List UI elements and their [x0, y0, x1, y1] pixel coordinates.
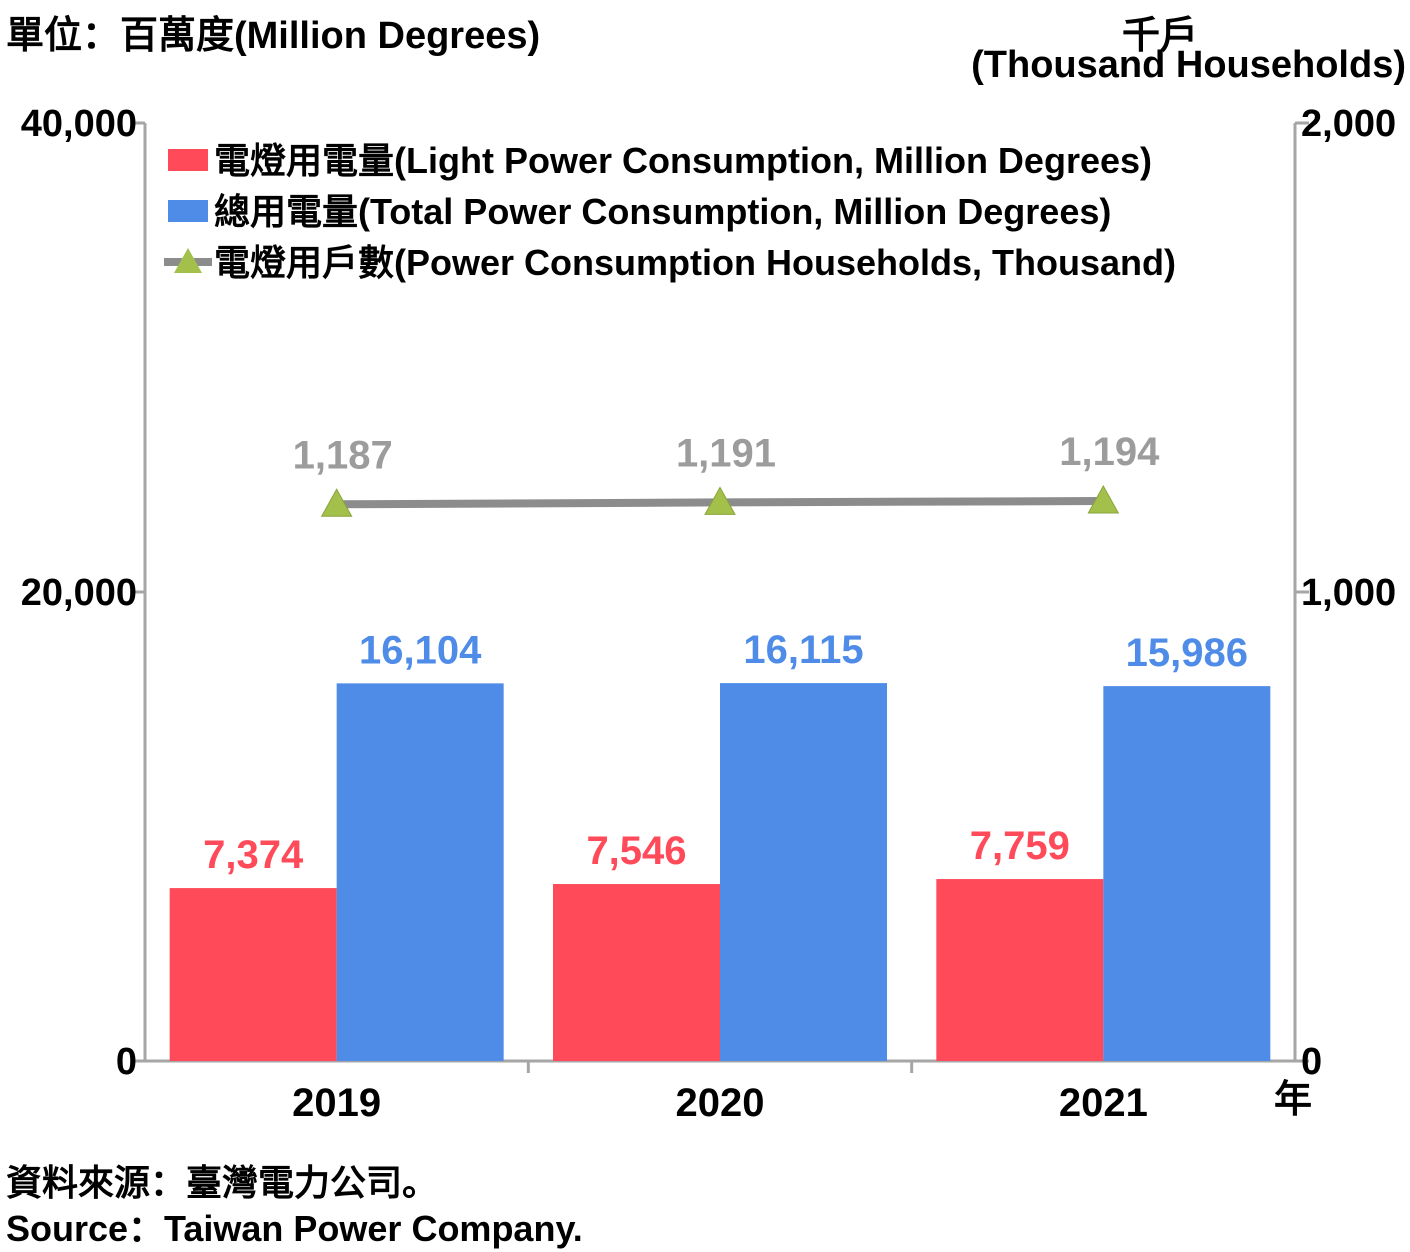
- bar-light-power: [169, 888, 337, 1061]
- bar-total-power: [336, 683, 504, 1061]
- point-marker-households: [320, 488, 353, 517]
- data-label-total-power: 15,986: [1126, 631, 1248, 675]
- right-axis-unit-label-en: (Thousand Households): [971, 44, 1406, 86]
- point-marker-households: [704, 486, 736, 515]
- data-label-households: 1,194: [1059, 430, 1160, 474]
- legend-swatch-total-power: [168, 200, 208, 222]
- x-category-label: 2019: [292, 1081, 381, 1125]
- bar-total-power: [720, 683, 887, 1061]
- data-label-light-power: 7,546: [586, 829, 686, 873]
- point-marker-households: [1087, 484, 1120, 514]
- right-y-tick-label: 2,000: [1301, 103, 1396, 145]
- x-category-label: 2021: [1059, 1081, 1148, 1125]
- legend-label: 總用電量(Total Power Consumption, Million De…: [214, 191, 1111, 232]
- left-axis-unit-label: 單位：百萬度(Million Degrees): [6, 15, 541, 57]
- right-y-tick-label: 1,000: [1301, 572, 1396, 614]
- x-axis-unit-label: 年: [1274, 1079, 1312, 1121]
- left-y-tick-label: 0: [116, 1041, 137, 1083]
- bar-light-power: [553, 884, 720, 1061]
- x-category-label: 2020: [676, 1081, 765, 1125]
- data-label-households: 1,191: [676, 431, 776, 475]
- right-y-tick-label: 0: [1301, 1041, 1322, 1083]
- legend-label: 電燈用戶數(Power Consumption Households, Thou…: [214, 242, 1176, 283]
- source-note-cn: 資料來源：臺灣電力公司。: [6, 1162, 439, 1203]
- left-y-tick-label: 20,000: [21, 572, 137, 614]
- legend-swatch-light-power: [168, 149, 208, 171]
- left-y-tick-label: 40,000: [21, 103, 137, 145]
- data-label-light-power: 7,374: [203, 833, 304, 877]
- data-label-households: 1,187: [293, 433, 393, 477]
- right-axis-unit-label-cn: 千戶: [1121, 15, 1198, 57]
- data-label-light-power: 7,759: [970, 824, 1070, 868]
- source-note-en: Source：Taiwan Power Company.: [6, 1208, 583, 1249]
- legend-swatch-households-marker: [174, 248, 202, 273]
- data-label-total-power: 16,115: [743, 628, 863, 672]
- bar-light-power: [936, 879, 1104, 1061]
- legend-label: 電燈用電量(Light Power Consumption, Million D…: [214, 140, 1152, 181]
- bar-total-power: [1103, 686, 1271, 1061]
- data-label-total-power: 16,104: [359, 628, 482, 672]
- chart-canvas: 0 20,000 40,000 0 1,000 2,000 2019 7,374 16,104 2…: [21, 103, 1396, 1125]
